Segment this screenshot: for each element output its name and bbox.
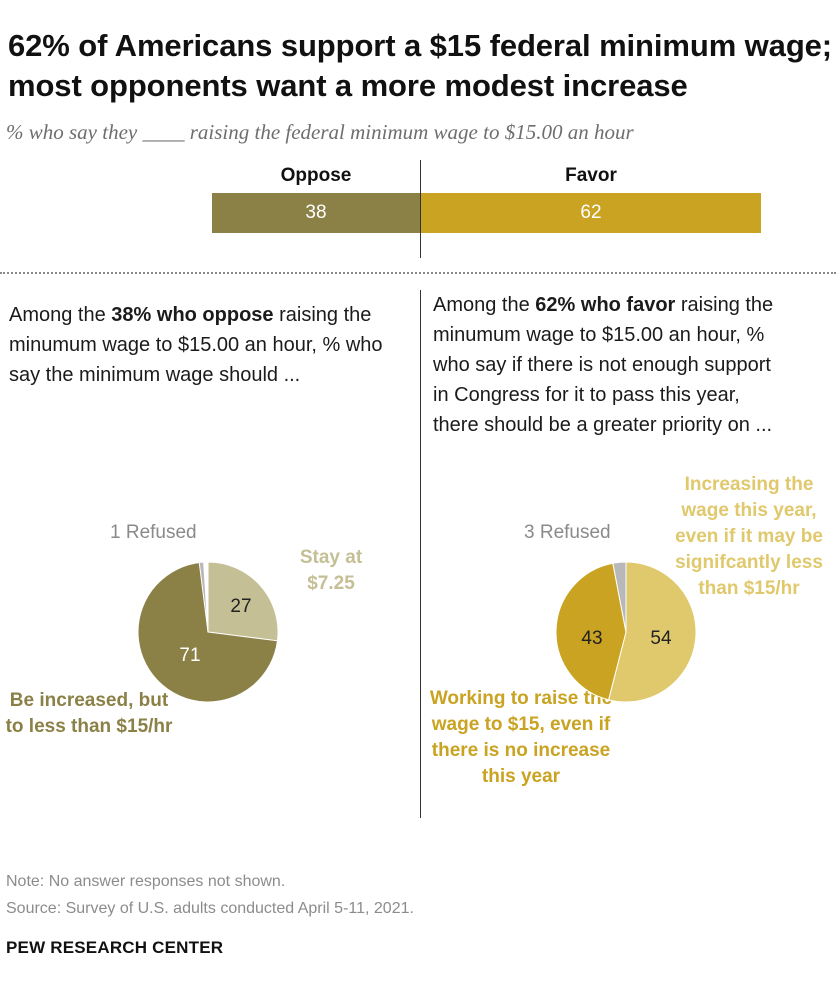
source-text: Source: Survey of U.S. adults conducted …	[6, 900, 414, 917]
left-refused-label: 1 Refused	[110, 522, 197, 543]
slice-increase	[137, 561, 279, 703]
pie-favor: 54 43	[555, 561, 697, 703]
panel-divider	[420, 290, 421, 818]
slice-stay-value: 27	[230, 596, 251, 617]
right-intro: Among the 62% who favor raising the minu…	[433, 294, 774, 436]
callout-increase: Be increased, but to less than $15/hr	[5, 690, 173, 737]
bar-center-line	[420, 160, 421, 258]
callout-this-year: Increasing the wage this year, even if i…	[675, 474, 823, 599]
slice-right-refused	[612, 561, 627, 633]
callout-working: Working to raise the wage to $15, even i…	[429, 688, 613, 787]
pie-oppose: 27 71	[137, 561, 279, 703]
brand-logo-text: PEW RESEARCH CENTER	[6, 938, 224, 957]
chart-subtitle: % who say they ____ raising the federal …	[6, 120, 634, 144]
oppose-header: Oppose	[280, 165, 352, 186]
slice-increase-value: 71	[179, 645, 200, 666]
slice-stay	[207, 561, 279, 643]
slice-working-value: 43	[581, 628, 602, 649]
oppose-bar: 38	[212, 193, 420, 233]
chart-title: 62% of Americans support a $15 federal m…	[8, 28, 833, 103]
favor-header: Favor	[565, 165, 617, 186]
slice-left-refused	[198, 561, 209, 633]
slice-working	[555, 562, 627, 701]
callout-stay: Stay at $7.25	[299, 547, 363, 594]
slice-this-year-value: 54	[650, 628, 672, 649]
right-refused-label: 3 Refused	[524, 522, 611, 543]
section-divider	[0, 272, 836, 274]
slice-this-year	[607, 561, 697, 703]
left-intro: Among the 38% who oppose raising the min…	[9, 304, 383, 386]
favor-bar: 62	[421, 193, 761, 233]
note-text: Note: No answer responses not shown.	[6, 873, 286, 890]
